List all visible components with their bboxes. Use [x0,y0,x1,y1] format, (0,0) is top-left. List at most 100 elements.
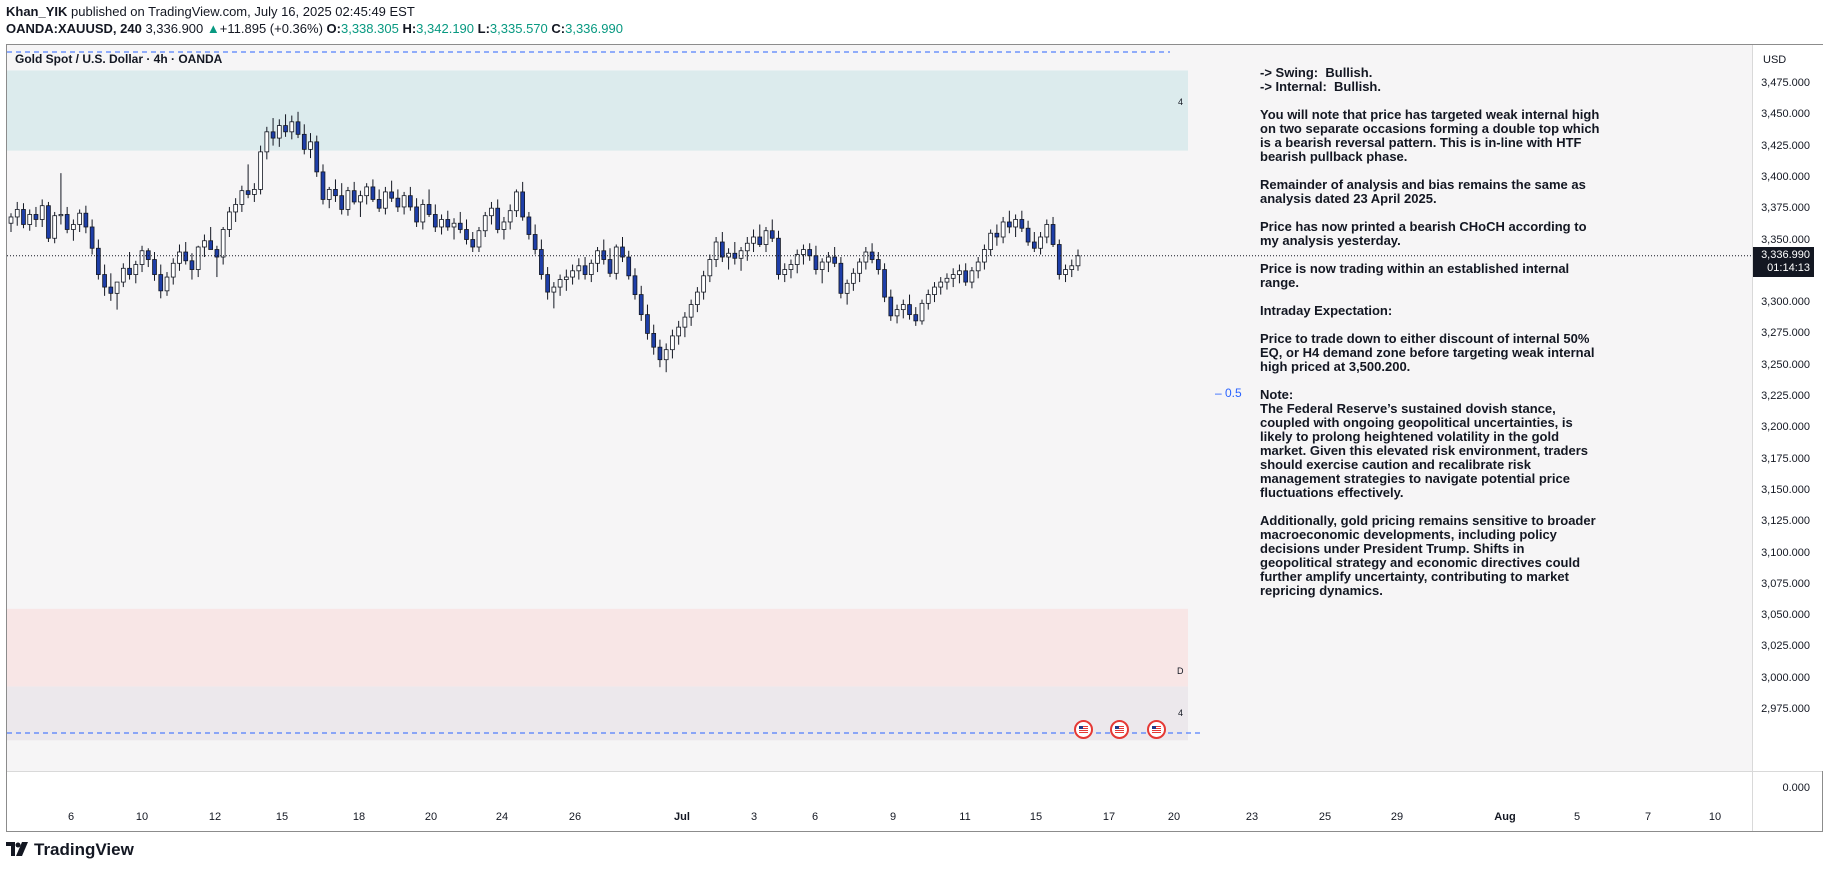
candle [913,307,919,326]
bull-candle-body [227,211,232,230]
candle [520,181,525,221]
bull-candle-body [383,191,388,209]
bull-candle-body [507,210,513,223]
price-tick-label: 3,300.000 [1761,296,1810,309]
candle [1019,210,1025,232]
candle [1038,231,1043,255]
change-arrow-icon: ▲ [206,21,220,36]
currency-label: USD [1763,54,1787,66]
symbol-label: OANDA:XAUUSD, 240 [6,21,142,36]
candle [657,339,663,368]
candle [376,189,382,212]
bear-candle-body [776,237,781,275]
bull-candle-body [900,304,906,311]
bull-candle-body [1063,269,1068,275]
candle [164,272,170,296]
bull-candle-body [1069,265,1075,270]
us-flag-event-icon[interactable] [1110,720,1129,739]
bull-candle-body [401,195,407,208]
candle [258,145,263,195]
bear-candle-body [1019,219,1025,229]
tradingview-logo-icon [6,841,30,861]
candle [707,254,713,283]
open-value: 3,338.305 [340,21,399,36]
candle [532,224,538,255]
bull-candle-body [932,286,937,295]
bear-candle-body [757,236,763,245]
price-axis[interactable] [1753,45,1823,771]
candle [863,247,869,270]
price-axis-separator [1752,45,1753,831]
candle [713,236,719,268]
price-tick-label: 3,200.000 [1761,421,1810,434]
candle [1075,249,1081,271]
current-price-value: 3,336.990 [1761,249,1810,261]
bull-candle-body [120,267,126,283]
bear-candle-body [963,270,969,283]
bull-candle-body [726,252,731,258]
bull-candle-body [713,241,719,260]
candle [364,183,370,205]
high-label: H: [402,21,417,36]
bull-candle-body [782,269,788,275]
bull-candle-body [688,304,694,318]
publish-text: published on TradingView.com, July 16, 2… [71,4,415,19]
bull-candle-body [595,250,600,264]
bull-candle-body [801,249,806,255]
bull-candle-body [71,224,76,230]
time-tick-label: 25 [1318,811,1332,823]
bear-candle-body [270,131,276,139]
time-tick-label: 20 [1167,811,1181,823]
candle [408,186,413,211]
candle [227,206,232,237]
bull-candle-body [695,291,700,306]
candle [957,264,962,284]
bull-candle-body [751,236,756,244]
candle [732,242,738,265]
candle [570,264,575,285]
candle [420,199,426,230]
candle [345,186,351,216]
candle [158,264,164,299]
bull-candle-body [451,222,457,228]
bear-candle-body [320,171,326,200]
candle [189,253,195,280]
bear-candle-body [189,260,195,270]
candle [919,299,925,325]
publish-info: Khan_YIK published on TradingView.com, J… [6,4,415,19]
candle [757,224,763,248]
candle [932,282,937,303]
author-name[interactable]: Khan_YIK [6,4,68,19]
time-tick-label: 15 [1029,811,1043,823]
bear-candle-body [645,314,650,334]
candle [557,274,563,296]
bull-candle-body [613,246,619,274]
time-axis-area[interactable] [7,771,1752,831]
bull-candle-body [345,190,351,210]
candle [788,259,794,279]
bull-candle-body [14,209,20,218]
candle [383,186,388,215]
candle [71,219,76,241]
bear-candle-body [882,269,887,298]
price-tick-label: 3,275.000 [1761,327,1810,340]
bull-candle-body [39,205,45,220]
bull-candle-body [844,282,850,294]
bull-candle-body [77,212,82,225]
brand-name: TradingView [34,840,134,859]
candle [245,164,251,199]
tradingview-footer[interactable]: TradingView [6,840,134,861]
candle [58,173,64,225]
bull-candle-body [950,274,956,279]
bear-candle-body [301,133,307,150]
bull-candle-body [738,250,744,259]
candle [695,287,700,313]
us-flag-event-icon[interactable] [1147,720,1166,739]
bear-candle-body [769,230,775,239]
candle [401,191,407,215]
candle [701,270,706,300]
us-flag-event-icon[interactable] [1074,720,1093,739]
bull-candle-body [919,302,925,322]
bull-candle-body [588,262,594,275]
